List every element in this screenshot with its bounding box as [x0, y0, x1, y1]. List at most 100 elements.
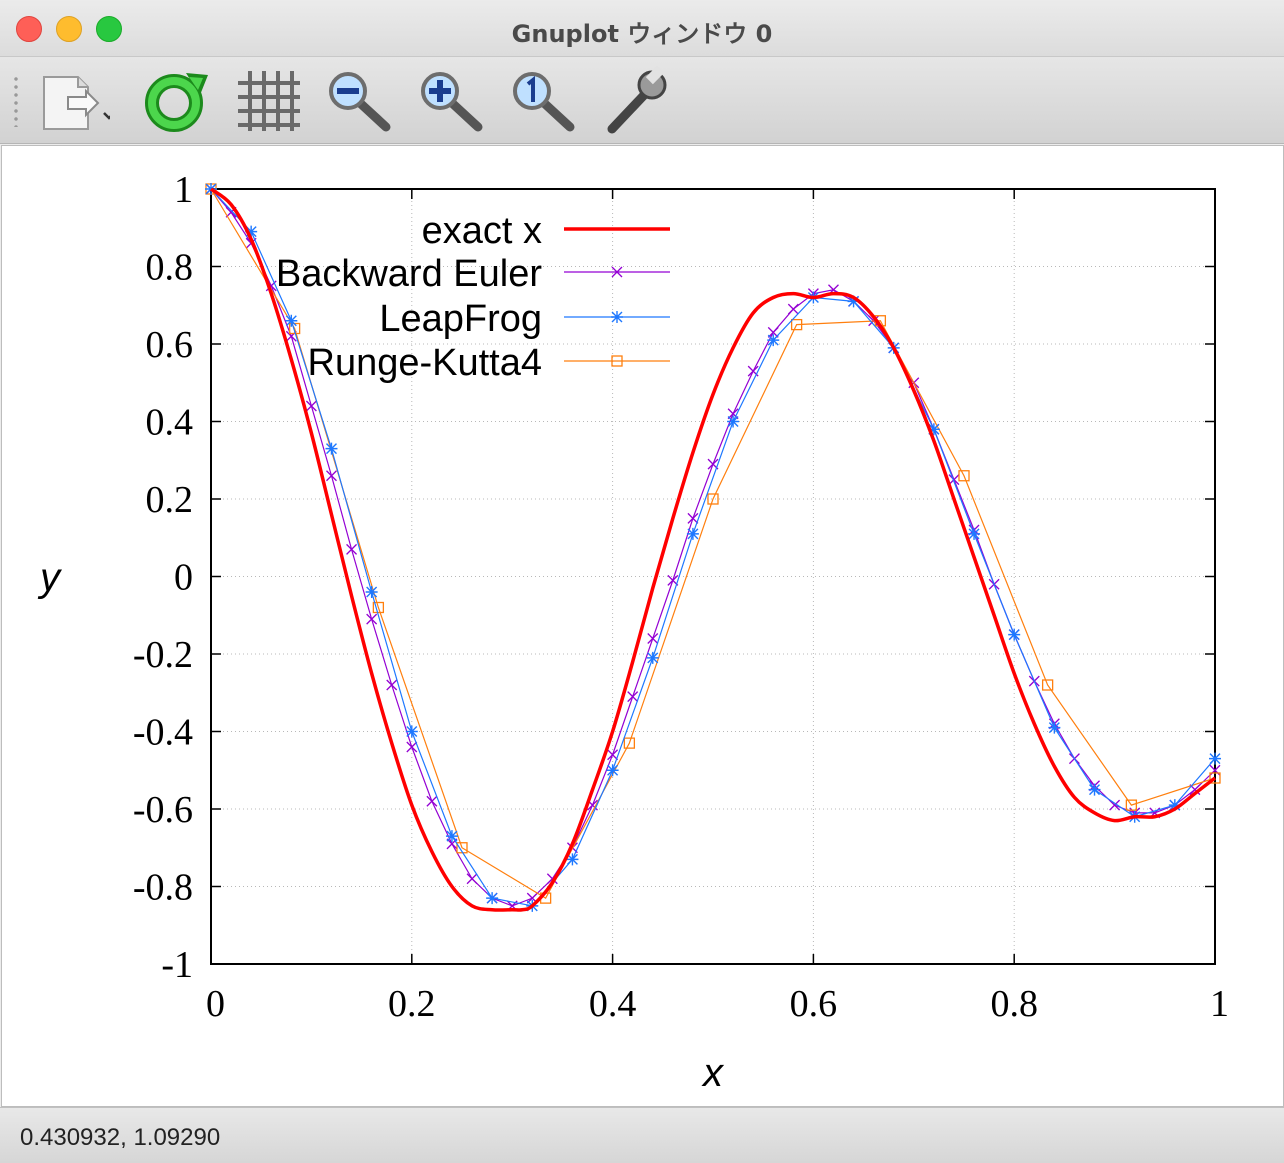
y-tick-label: -0.8: [133, 867, 193, 909]
leapfrog-point: [1209, 752, 1221, 765]
status-bar: 0.430932, 1.09290: [0, 1107, 1284, 1163]
x-tick-label: 0.2: [388, 983, 436, 1025]
backward-euler-point: [406, 741, 418, 753]
close-window-button[interactable]: [16, 16, 42, 42]
title-bar: Gnuplot ウィンドウ 0: [0, 0, 1284, 57]
runge-kutta4-point: [1041, 679, 1054, 691]
backward-euler-point: [687, 512, 699, 524]
leapfrog-point: [927, 423, 940, 436]
legend-marker-leapfrog: [611, 311, 623, 323]
backward-euler-point: [426, 795, 438, 807]
export-button[interactable]: [38, 65, 115, 135]
zoom-reset-button[interactable]: [508, 65, 580, 135]
backward-euler-point: [1109, 799, 1121, 811]
backward-euler-point: [767, 326, 779, 338]
backward-euler-point: [305, 400, 317, 412]
x-tick-label: 0: [206, 983, 225, 1025]
window-title: Gnuplot ウィンドウ 0: [511, 20, 773, 48]
leapfrog-point: [566, 853, 579, 866]
x-axis-label: x: [701, 1051, 725, 1095]
backward-euler-point: [366, 613, 378, 625]
backward-euler-point: [346, 543, 358, 555]
runge-kutta4-point: [958, 470, 970, 482]
y-tick-label: 0.8: [146, 247, 194, 289]
y-tick-label: -0.2: [133, 634, 193, 676]
backward-euler-point: [627, 691, 639, 703]
legend-label: exact x: [422, 210, 542, 252]
zoom-in-icon: [421, 72, 483, 132]
legend-label: Runge-Kutta4: [308, 342, 543, 384]
runge-kutta4-point: [707, 493, 719, 505]
replot-button[interactable]: [140, 65, 212, 135]
leapfrog-point: [245, 225, 258, 238]
y-tick-label: -0.6: [133, 789, 193, 831]
settings-wrench-icon: [607, 65, 667, 134]
export-icon: [43, 76, 115, 130]
backward-euler-point: [607, 749, 619, 761]
zoom-window-button[interactable]: [96, 16, 122, 42]
y-tick-label: -1: [161, 944, 193, 986]
grid-icon: [238, 71, 300, 131]
backward-euler-line: [210, 188, 1216, 907]
legend-marker-runge-kutta4: [611, 355, 623, 367]
y-tick-label: 0.6: [146, 324, 194, 366]
zoom-out-icon: [329, 72, 391, 132]
x-tick-label: 0.6: [790, 983, 838, 1025]
runge-kutta4-point: [456, 842, 468, 854]
runge-kutta4-point: [372, 601, 385, 614]
runge-kutta4-point: [1125, 799, 1138, 811]
leapfrog-point: [847, 295, 860, 308]
y-tick-label: 0.2: [146, 479, 194, 521]
leapfrog-point: [325, 442, 338, 455]
backward-euler-point: [727, 408, 739, 420]
replot-icon: [145, 73, 208, 132]
minimize-window-button[interactable]: [56, 16, 82, 42]
backward-euler-point: [326, 470, 337, 482]
y-tick-label: 0.4: [146, 402, 194, 444]
zoom-reset-icon: [513, 72, 575, 132]
legend-marker-backward-euler: [611, 266, 623, 278]
chart: 0 0.2 0.4 0.6 0.8 1 1 0.8 0.6 0.4 0.2 0 -0.2 -0.4 -0.6…: [37, 169, 1229, 1095]
leapfrog-point: [445, 830, 458, 843]
backward-euler-point: [948, 474, 960, 486]
plot-frame: [210, 188, 1216, 965]
zoom-out-button[interactable]: [324, 65, 396, 135]
y-axis-label: y: [37, 556, 63, 600]
runge-kutta4-point: [790, 318, 803, 331]
toolbar-grip[interactable]: [14, 75, 18, 127]
grid-toggle-button[interactable]: [232, 65, 304, 135]
zoom-in-button[interactable]: [416, 65, 488, 135]
backward-euler-point: [386, 679, 398, 691]
backward-euler-point: [466, 873, 478, 885]
y-tick-label: 1: [174, 169, 193, 211]
toolbar: [0, 57, 1284, 144]
legend-label: LeapFrog: [379, 298, 542, 340]
leapfrog-point: [1088, 783, 1101, 796]
leapfrog-point: [405, 725, 418, 738]
leapfrog-line: [210, 188, 1216, 907]
leapfrog-point: [727, 415, 740, 428]
leapfrog-point: [486, 892, 499, 905]
x-tick-label: 0.8: [990, 983, 1038, 1025]
x-tick-label: 0.4: [589, 983, 637, 1025]
leapfrog-point: [686, 527, 699, 540]
exact-x-line: [209, 187, 1217, 912]
leapfrog-point: [968, 527, 981, 540]
legend-label: Backward Euler: [276, 253, 542, 295]
settings-button[interactable]: [600, 65, 672, 135]
leapfrog-point: [365, 586, 378, 598]
plot-canvas[interactable]: 0 0.2 0.4 0.6 0.8 1 1 0.8 0.6 0.4 0.2 0 -0.2 -0.4 -0.6…: [1, 145, 1284, 1107]
y-tick-label: -0.4: [133, 712, 193, 754]
leapfrog-point: [606, 764, 619, 777]
leapfrog-point: [646, 651, 659, 664]
x-tick-label: 1: [1210, 983, 1229, 1025]
leapfrog-point: [1048, 721, 1061, 734]
cursor-coordinates: 0.430932, 1.09290: [20, 1124, 221, 1151]
y-tick-label: 0: [174, 557, 193, 599]
backward-euler-point: [787, 303, 799, 315]
backward-euler-point: [647, 633, 659, 644]
leapfrog-point: [285, 314, 298, 327]
leapfrog-point: [767, 334, 780, 347]
runge-kutta4-point: [1209, 772, 1221, 784]
runge-kutta4-point: [623, 737, 636, 749]
